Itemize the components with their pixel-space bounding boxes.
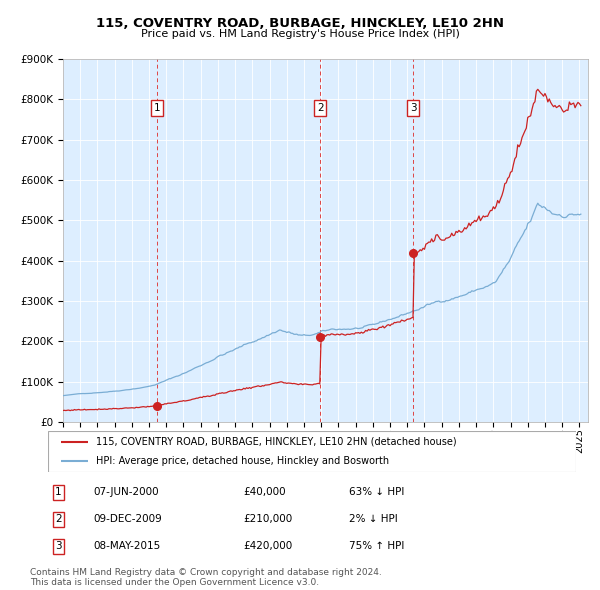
- Text: Contains HM Land Registry data © Crown copyright and database right 2024.: Contains HM Land Registry data © Crown c…: [30, 568, 382, 576]
- Text: 2: 2: [55, 514, 62, 525]
- Text: 115, COVENTRY ROAD, BURBAGE, HINCKLEY, LE10 2HN (detached house): 115, COVENTRY ROAD, BURBAGE, HINCKLEY, L…: [95, 437, 456, 447]
- Text: 1: 1: [55, 487, 62, 497]
- Text: 07-JUN-2000: 07-JUN-2000: [93, 487, 158, 497]
- Text: 2% ↓ HPI: 2% ↓ HPI: [349, 514, 398, 525]
- Text: £40,000: £40,000: [244, 487, 286, 497]
- Text: 08-MAY-2015: 08-MAY-2015: [93, 542, 160, 552]
- Text: 3: 3: [55, 542, 62, 552]
- Text: 3: 3: [410, 103, 416, 113]
- Text: 09-DEC-2009: 09-DEC-2009: [93, 514, 161, 525]
- Text: 63% ↓ HPI: 63% ↓ HPI: [349, 487, 404, 497]
- Text: £420,000: £420,000: [244, 542, 293, 552]
- Text: 115, COVENTRY ROAD, BURBAGE, HINCKLEY, LE10 2HN: 115, COVENTRY ROAD, BURBAGE, HINCKLEY, L…: [96, 17, 504, 30]
- Text: HPI: Average price, detached house, Hinckley and Bosworth: HPI: Average price, detached house, Hinc…: [95, 456, 389, 466]
- Text: This data is licensed under the Open Government Licence v3.0.: This data is licensed under the Open Gov…: [30, 578, 319, 587]
- Text: 75% ↑ HPI: 75% ↑ HPI: [349, 542, 404, 552]
- Text: 1: 1: [154, 103, 160, 113]
- Text: 2: 2: [317, 103, 323, 113]
- Text: Price paid vs. HM Land Registry's House Price Index (HPI): Price paid vs. HM Land Registry's House …: [140, 29, 460, 39]
- Text: £210,000: £210,000: [244, 514, 293, 525]
